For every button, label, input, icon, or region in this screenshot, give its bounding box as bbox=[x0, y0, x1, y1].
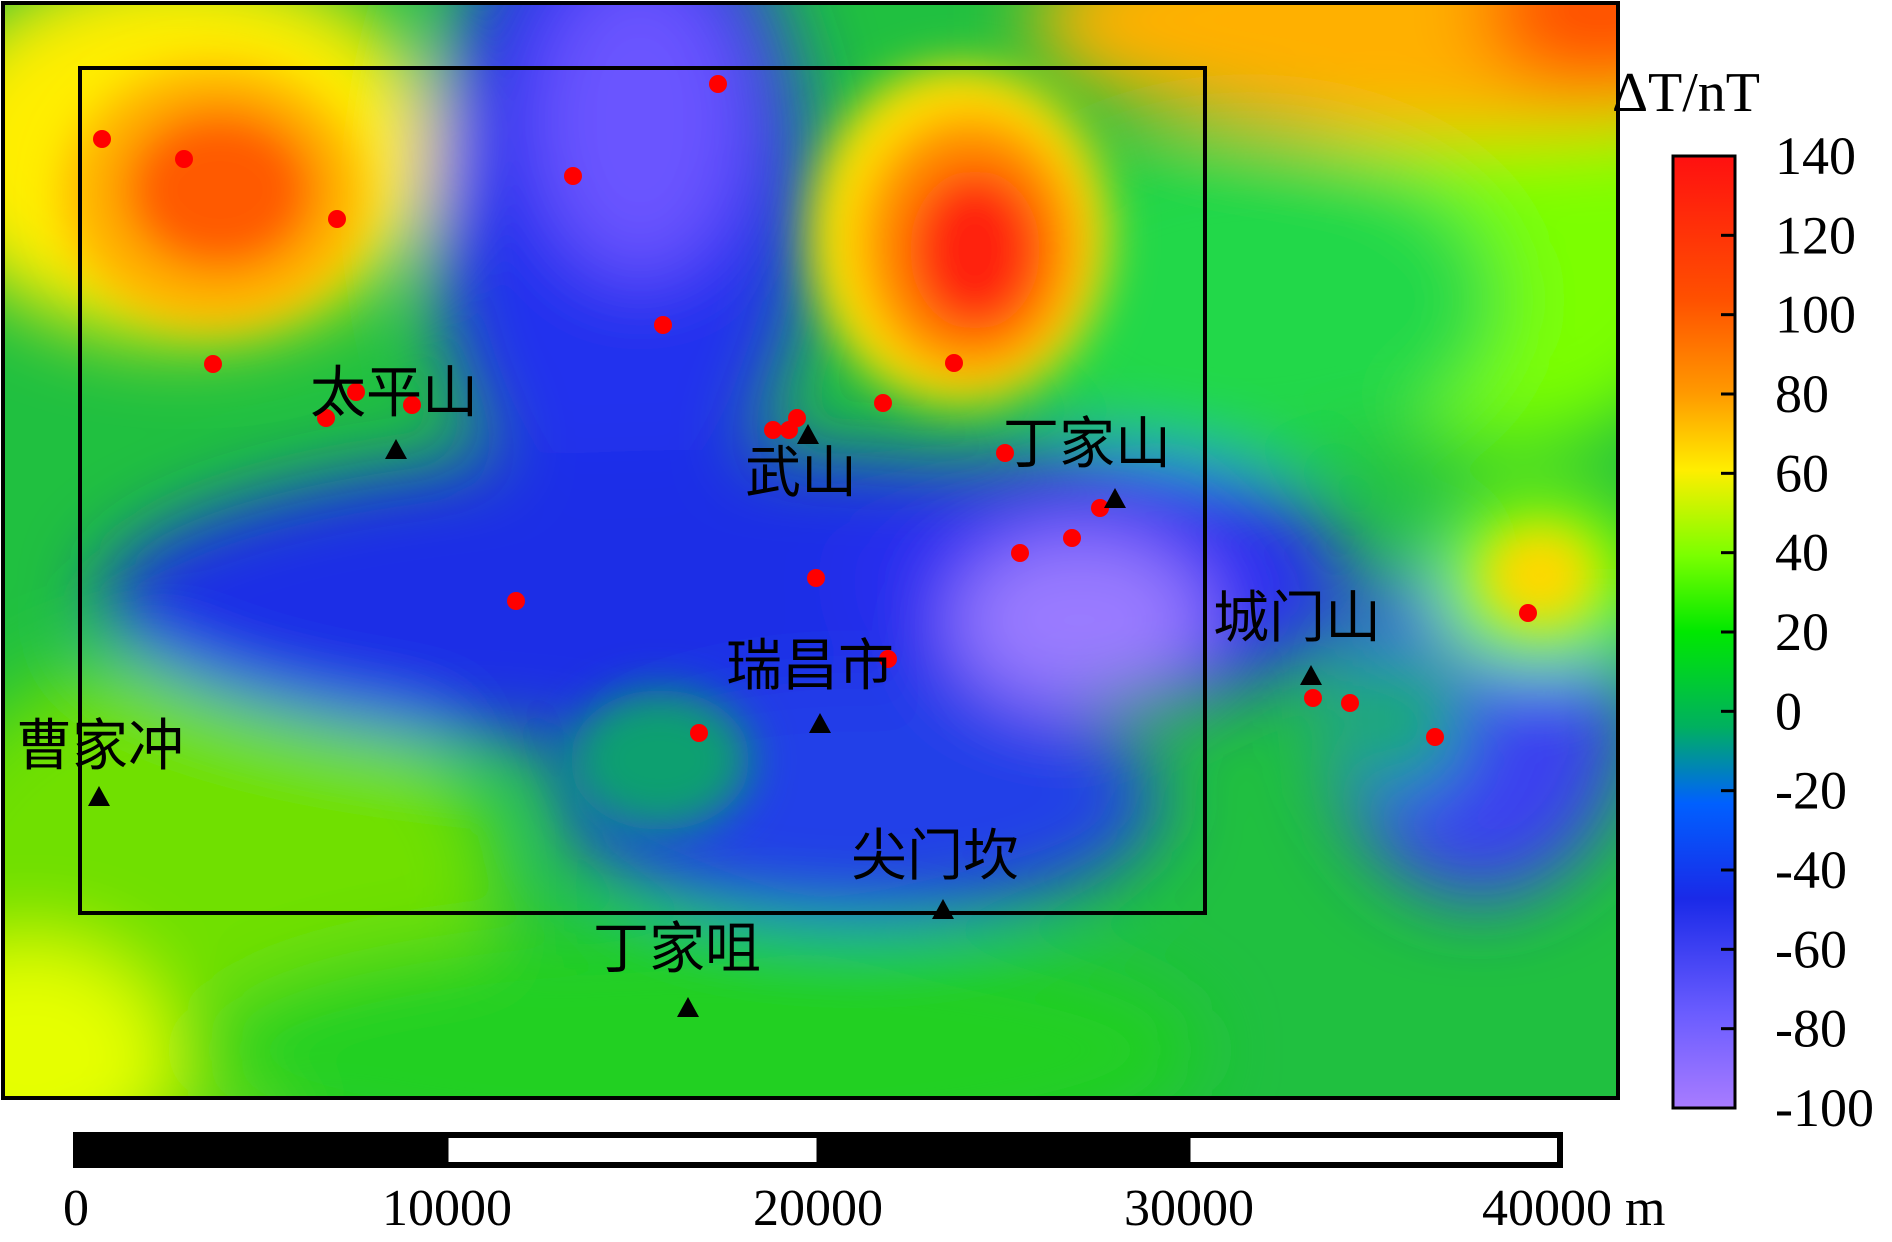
colorbar-tick-label: -80 bbox=[1775, 999, 1847, 1059]
place-label-taipingshan: 太平山 bbox=[310, 363, 478, 425]
scale-segment bbox=[74, 1133, 449, 1167]
station-triangle bbox=[88, 786, 110, 806]
sample-points bbox=[93, 75, 1537, 746]
colorbar-tick-label: 0 bbox=[1775, 681, 1802, 741]
sample-point bbox=[654, 316, 672, 334]
sample-point bbox=[1304, 689, 1322, 707]
colorbar-ticks: 140 120 100 80 60 40 20 0 -20 -40 -60 -80 -100 bbox=[1721, 126, 1874, 1138]
place-label-caojiachong: 曹家冲 bbox=[16, 716, 184, 778]
colorbar-tick-label: 60 bbox=[1775, 443, 1829, 503]
sample-point bbox=[93, 130, 111, 148]
sample-point bbox=[1011, 544, 1029, 562]
scale-segment bbox=[816, 1133, 1191, 1167]
colorbar-tick-label: -20 bbox=[1775, 761, 1847, 821]
colorbar-tick-label: 120 bbox=[1775, 205, 1856, 265]
sample-point bbox=[996, 444, 1014, 462]
colorbar-tick-label: -100 bbox=[1775, 1078, 1874, 1138]
station-triangle bbox=[797, 424, 819, 444]
sample-point bbox=[764, 421, 782, 439]
place-label-ruichang: 瑞昌市 bbox=[726, 636, 894, 698]
place-labels: 太平山 武山 丁家山 瑞昌市 城门山 曹家冲 尖门坎 丁家咀 bbox=[16, 363, 1381, 981]
sample-point bbox=[347, 383, 365, 401]
sample-point bbox=[807, 569, 825, 587]
scale-label-30000: 30000 bbox=[1124, 1180, 1254, 1237]
sample-point bbox=[945, 354, 963, 372]
station-triangle bbox=[677, 997, 699, 1017]
place-label-dingjiashan: 丁家山 bbox=[1003, 414, 1171, 476]
map-frame bbox=[1, 1, 1620, 1100]
station-triangle bbox=[809, 713, 831, 733]
sample-point bbox=[690, 724, 708, 742]
scale-label-20000: 20000 bbox=[753, 1180, 883, 1237]
sample-point bbox=[709, 75, 727, 93]
station-markers bbox=[88, 424, 1322, 1017]
place-label-chengmenshan: 城门山 bbox=[1213, 588, 1381, 650]
sample-point bbox=[564, 167, 582, 185]
scale-segment bbox=[1187, 1133, 1562, 1167]
colorbar-tick-label: -60 bbox=[1775, 919, 1847, 979]
sample-point bbox=[879, 650, 897, 668]
station-triangle bbox=[1300, 665, 1322, 685]
sample-point bbox=[175, 150, 193, 168]
scale-label-0: 0 bbox=[63, 1180, 89, 1237]
colorbar-tick-label: 40 bbox=[1775, 523, 1829, 583]
sample-point bbox=[328, 210, 346, 228]
place-label-dingjiazui: 丁家咀 bbox=[593, 919, 761, 981]
sample-point bbox=[874, 394, 892, 412]
station-triangle bbox=[1104, 488, 1126, 508]
colorbar-tick-label: 100 bbox=[1775, 285, 1856, 345]
sample-point bbox=[1063, 529, 1081, 547]
sample-point bbox=[1341, 694, 1359, 712]
study-area-box bbox=[78, 66, 1207, 915]
sample-point bbox=[1426, 728, 1444, 746]
sample-point bbox=[204, 355, 222, 373]
scale-segment bbox=[445, 1133, 820, 1167]
scale-label-40000: 40000 m bbox=[1482, 1180, 1665, 1237]
colorbar-title: ΔT/nT bbox=[1612, 62, 1760, 124]
sample-point bbox=[788, 409, 806, 427]
sample-point bbox=[403, 396, 421, 414]
place-label-jianmenkan: 尖门坎 bbox=[851, 826, 1019, 888]
colorbar-tick-label: -40 bbox=[1775, 840, 1847, 900]
sample-point bbox=[317, 409, 335, 427]
colorbar-tick-label: 80 bbox=[1775, 364, 1829, 424]
colorbar-legend: ΔT/nT 140 120 100 80 60 40 20 0 -20 -40 -60 -80 -100 bbox=[1612, 62, 1874, 1138]
station-triangle bbox=[385, 439, 407, 459]
station-triangle bbox=[932, 899, 954, 919]
anomaly-field bbox=[3, 3, 1618, 1098]
sample-point bbox=[1519, 604, 1537, 622]
scale-bar: 0 10000 20000 30000 40000 m bbox=[63, 1132, 1665, 1237]
place-label-wushan: 武山 bbox=[745, 443, 857, 505]
colorbar-tick-label: 140 bbox=[1775, 126, 1856, 186]
scale-label-10000: 10000 bbox=[382, 1180, 512, 1237]
sample-point bbox=[507, 592, 525, 610]
sample-point bbox=[1091, 499, 1109, 517]
colorbar-tick-label: 20 bbox=[1775, 602, 1829, 662]
